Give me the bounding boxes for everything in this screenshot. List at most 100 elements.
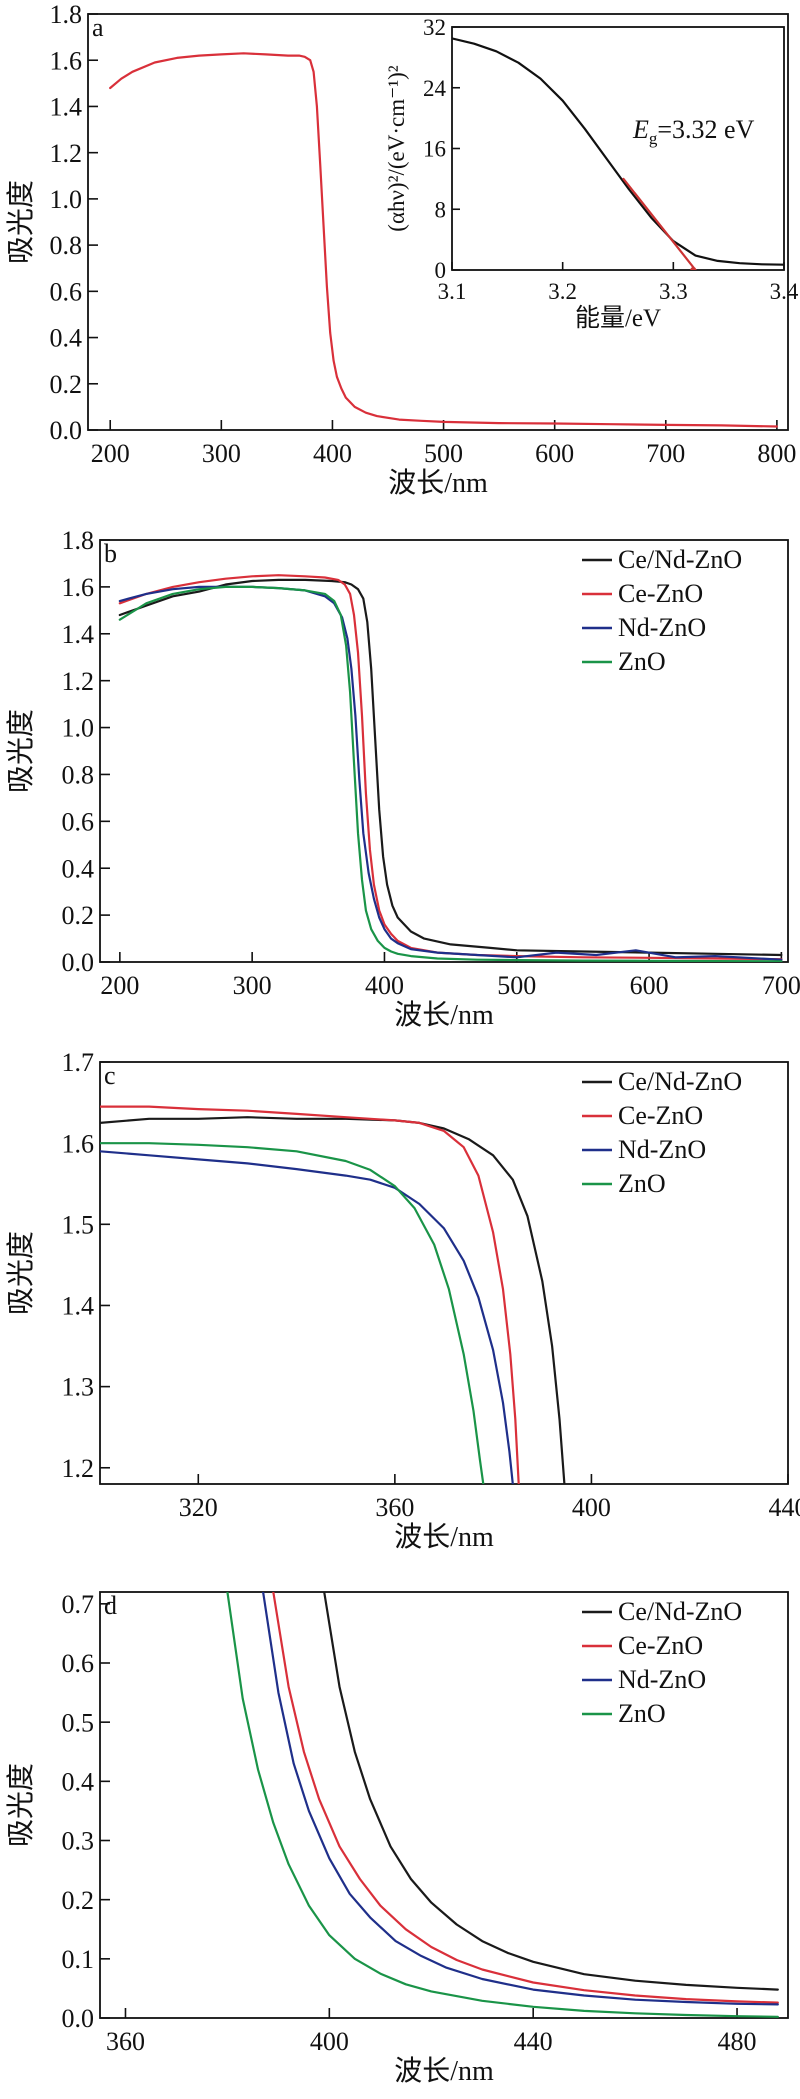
inset-x-tick-label: 3.4 bbox=[770, 279, 799, 304]
y-tick-label: 0.8 bbox=[62, 761, 95, 790]
y-tick-label: 1.7 bbox=[62, 1048, 95, 1077]
x-tick-label: 300 bbox=[202, 439, 241, 468]
chart-panel-b: 200 300 400 500 600 700 0.0 0.2 0.4 0.6 0.8 1.0 1.2 1… bbox=[5, 526, 800, 1031]
inset-x-tick-label: 3.2 bbox=[548, 279, 577, 304]
legend-entry: Ce-ZnO bbox=[618, 1631, 703, 1660]
legend-entry: ZnO bbox=[618, 1699, 666, 1728]
y-tick-label: 1.6 bbox=[62, 573, 95, 602]
x-tick-label: 400 bbox=[313, 439, 352, 468]
y-tick-label: 1.8 bbox=[62, 526, 95, 555]
y-tick-label: 0.4 bbox=[62, 1767, 95, 1796]
inset-x-tick-label: 3.3 bbox=[659, 279, 688, 304]
y-tick-label: 1.2 bbox=[50, 139, 83, 168]
y-tick-label: 0.4 bbox=[50, 324, 83, 353]
y-tick-label: 0.4 bbox=[62, 854, 95, 883]
series-line-ZnO bbox=[120, 587, 782, 961]
series-group bbox=[100, 1107, 564, 1484]
inset-y-tick-label: 24 bbox=[423, 76, 447, 101]
y-tick-label: 1.3 bbox=[62, 1373, 95, 1402]
x-tick-label: 500 bbox=[424, 439, 463, 468]
inset-y-axis-label: (αhν)²/(eV·cm⁻¹)² bbox=[384, 65, 409, 231]
x-tick-label: 200 bbox=[100, 971, 139, 1000]
y-tick-label: 1.0 bbox=[62, 714, 95, 743]
y-tick-label: 1.2 bbox=[62, 667, 95, 696]
y-tick-label: 0.3 bbox=[62, 1827, 95, 1856]
y-tick-label: 1.4 bbox=[50, 93, 83, 122]
y-tick-label: 0.0 bbox=[62, 948, 95, 977]
legend-entry: Ce-ZnO bbox=[618, 579, 703, 608]
y-tick-label: 1.4 bbox=[62, 1292, 95, 1321]
legend-entry: Nd-ZnO bbox=[618, 1135, 706, 1164]
x-tick-label: 440 bbox=[769, 1493, 800, 1522]
y-axis-label: 吸光度 bbox=[5, 1231, 37, 1315]
x-tick-label: 300 bbox=[233, 971, 272, 1000]
legend-entry: Nd-ZnO bbox=[618, 613, 706, 642]
band-gap-value: =3.32 eV bbox=[657, 115, 754, 144]
panel-label: c bbox=[104, 1061, 116, 1090]
inset-y-tick-label: 8 bbox=[435, 197, 447, 222]
y-tick-label: 0.6 bbox=[50, 277, 83, 306]
inset-y-tick-label: 16 bbox=[423, 137, 446, 162]
legend-entry: Ce/Nd-ZnO bbox=[618, 1597, 742, 1626]
legend-entry: ZnO bbox=[618, 1169, 666, 1198]
y-tick-label: 1.0 bbox=[50, 185, 83, 214]
legend-entry: Ce/Nd-ZnO bbox=[618, 1067, 742, 1096]
y-tick-label: 1.2 bbox=[62, 1454, 95, 1483]
inset-y-tick-label: 32 bbox=[423, 15, 446, 40]
y-tick-label: 0.7 bbox=[62, 1590, 95, 1619]
x-tick-label: 400 bbox=[365, 971, 404, 1000]
x-tick-label: 600 bbox=[535, 439, 574, 468]
series-line-Nd-ZnO bbox=[100, 1151, 513, 1484]
x-tick-label: 500 bbox=[497, 971, 536, 1000]
x-axis-label: 波长/nm bbox=[394, 999, 494, 1031]
series-line-Nd-ZnO bbox=[120, 587, 782, 960]
x-tick-label: 700 bbox=[646, 439, 685, 468]
x-tick-label: 600 bbox=[630, 971, 669, 1000]
y-tick-label: 0.2 bbox=[62, 901, 95, 930]
y-tick-label: 1.6 bbox=[62, 1129, 95, 1158]
legend-entry: ZnO bbox=[618, 647, 666, 676]
legend-entry: Nd-ZnO bbox=[618, 1665, 706, 1694]
x-tick-label: 440 bbox=[514, 2027, 553, 2056]
y-axis-label: 吸光度 bbox=[5, 1763, 37, 1847]
panel-label: a bbox=[92, 13, 104, 42]
panel-label: b bbox=[104, 539, 117, 568]
y-tick-label: 0.2 bbox=[50, 370, 83, 399]
x-tick-label: 480 bbox=[718, 2027, 757, 2056]
inset-x-axis-label: 能量/eV bbox=[575, 304, 661, 332]
y-tick-label: 0.1 bbox=[62, 1945, 95, 1974]
band-gap-symbol: E bbox=[632, 115, 649, 144]
x-tick-label: 400 bbox=[572, 1493, 611, 1522]
y-tick-label: 1.8 bbox=[50, 0, 83, 29]
y-tick-label: 1.4 bbox=[62, 620, 95, 649]
panel-label: d bbox=[104, 1591, 117, 1620]
x-tick-label: 200 bbox=[91, 439, 130, 468]
chart-panel-c: 3203604004401.21.31.41.51.61.7c波长/nm吸光度C… bbox=[5, 1048, 800, 1553]
y-tick-label: 0.2 bbox=[62, 1886, 95, 1915]
y-axis-label: 吸光度 bbox=[5, 180, 37, 264]
x-tick-label: 700 bbox=[762, 971, 800, 1000]
series-line-Ce/Nd-ZnO bbox=[100, 1117, 564, 1484]
x-tick-label: 800 bbox=[757, 439, 796, 468]
x-tick-label: 400 bbox=[310, 2027, 349, 2056]
x-axis-label: 波长/nm bbox=[394, 1521, 494, 1553]
y-tick-label: 1.6 bbox=[50, 46, 83, 75]
legend-entry: Ce-ZnO bbox=[618, 1101, 703, 1130]
legend-entry: Ce/Nd-ZnO bbox=[618, 545, 742, 574]
chart-panel-a: 200 300 400 500 600 700 800 0.0 0.2 0.4 0.6 0.8 1.0 1… bbox=[5, 0, 799, 499]
y-tick-label: 0.6 bbox=[62, 807, 95, 836]
y-tick-label: 0.8 bbox=[50, 231, 83, 260]
inset-y-tick-label: 0 bbox=[435, 258, 447, 283]
x-tick-label: 320 bbox=[179, 1493, 218, 1522]
y-tick-label: 0.0 bbox=[62, 2004, 95, 2033]
x-tick-label: 360 bbox=[106, 2027, 145, 2056]
series-line-Ce-ZnO bbox=[100, 1107, 519, 1484]
series-line-ZnO bbox=[100, 1143, 483, 1484]
y-tick-label: 0.0 bbox=[50, 416, 83, 445]
inset-background bbox=[448, 27, 784, 274]
x-axis-label: 波长/nm bbox=[394, 2055, 494, 2087]
y-tick-label: 1.5 bbox=[62, 1210, 95, 1239]
